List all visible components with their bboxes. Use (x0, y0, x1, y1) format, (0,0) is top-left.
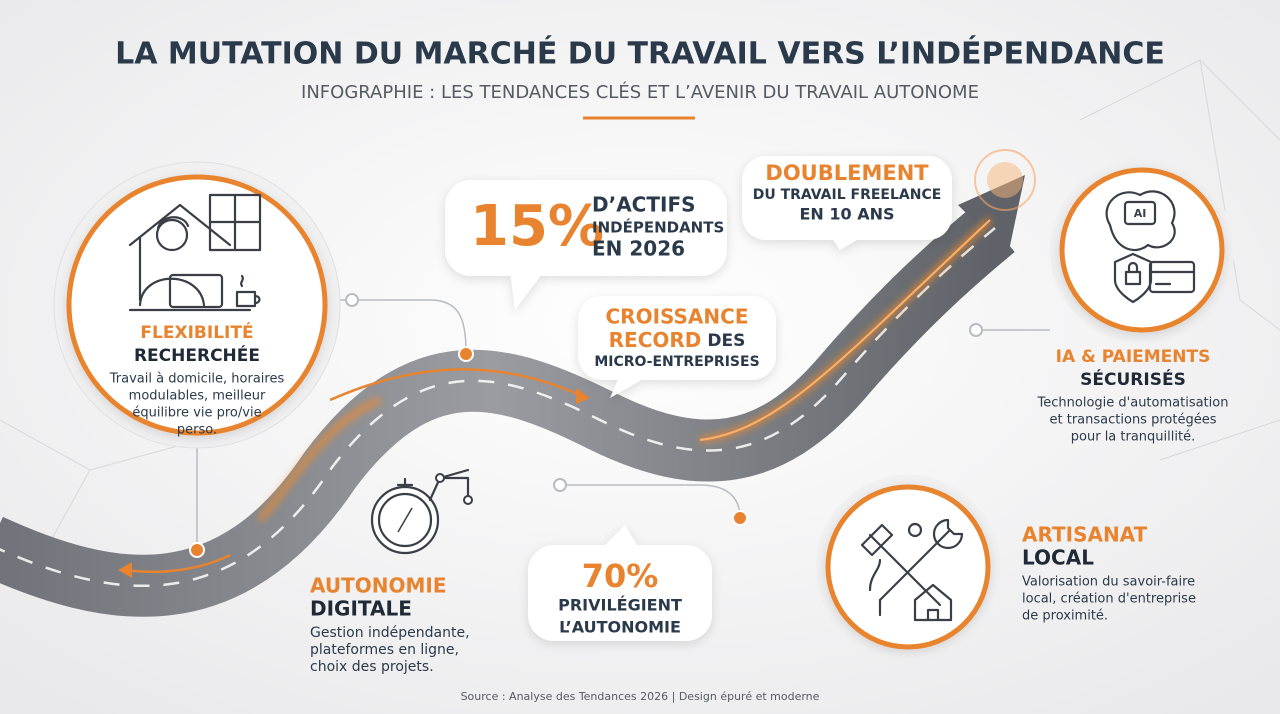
section-accent: ARTISANAT (1022, 523, 1148, 547)
callout-line: PRIVILÉGIENT (558, 596, 682, 615)
section-description: Technologie d'automatisation (1037, 396, 1229, 411)
section-description: pour la tranquillité. (1071, 430, 1195, 445)
section-title: LOCAL (1022, 546, 1094, 570)
subtitle: INFOGRAPHIE : LES TENDANCES CLÉS ET L’AV… (301, 81, 979, 103)
section-description: et transactions protégées (1050, 413, 1217, 428)
highlight: DOUBLEMENT (765, 161, 929, 185)
section-description: de proximité. (1022, 609, 1108, 624)
svg-text:AI: AI (1134, 207, 1147, 220)
road (0, 149, 1036, 617)
source: Source : Analyse des Tendances 2026 | De… (461, 690, 820, 703)
callout-line: EN 2026 (592, 237, 685, 261)
section-description: modulables, meilleur (129, 389, 266, 404)
section-description: équilibre vie pro/vie (132, 406, 261, 421)
circle-artisanat (816, 475, 1000, 659)
highlight-line: RECORD DES (609, 328, 746, 352)
callout-line: L’AUTONOMIE (559, 618, 681, 637)
section-accent: AUTONOMIE (310, 574, 447, 598)
callout-text: DU TRAVAIL FREELANCE EN 10 ANS (753, 187, 942, 224)
section-accent: FLEXIBILITÉ (140, 321, 253, 343)
section-accent: IA & PAIEMENTS (1056, 347, 1211, 367)
section-description: Valorisation du savoir-faire (1022, 575, 1195, 590)
callout-text: DES (707, 331, 745, 351)
callout-line: D’ACTIFS (592, 193, 696, 217)
section-description: local, création d'entreprise (1022, 592, 1196, 607)
section-description: Gestion indépendante, (310, 625, 470, 641)
section-description: plateformes en ligne, (310, 642, 459, 658)
section-description: perso. (177, 423, 217, 438)
stat: 70% (582, 557, 659, 595)
section-title: SÉCURISÉS (1080, 368, 1186, 390)
stat: 15% (470, 194, 604, 259)
highlight: RECORD (609, 328, 702, 352)
network-lines (0, 59, 1280, 561)
section-description: Travail à domicile, horaires (109, 372, 285, 387)
circle-flexibilite (53, 161, 341, 449)
title: LA MUTATION DU MARCHÉ DU TRAVAIL VERS L’… (115, 36, 1165, 72)
callout-line: INDÉPENDANTS (592, 218, 724, 237)
section-description: choix des projets. (310, 659, 434, 675)
callout-line: EN 10 ANS (799, 205, 894, 224)
highlight: CROISSANCE (606, 305, 749, 329)
callout-text: MICRO-ENTREPRISES (594, 354, 759, 370)
circle-ia: AI (1050, 158, 1234, 342)
bubbles (445, 156, 952, 641)
icon-compass (370, 468, 473, 555)
callout-line: DU TRAVAIL FREELANCE (753, 187, 942, 203)
stat-text: PRIVILÉGIENT L’AUTONOMIE (558, 596, 682, 637)
section-title: DIGITALE (310, 597, 412, 621)
nodes (189, 293, 983, 558)
section-title: RECHERCHÉE (134, 344, 260, 366)
